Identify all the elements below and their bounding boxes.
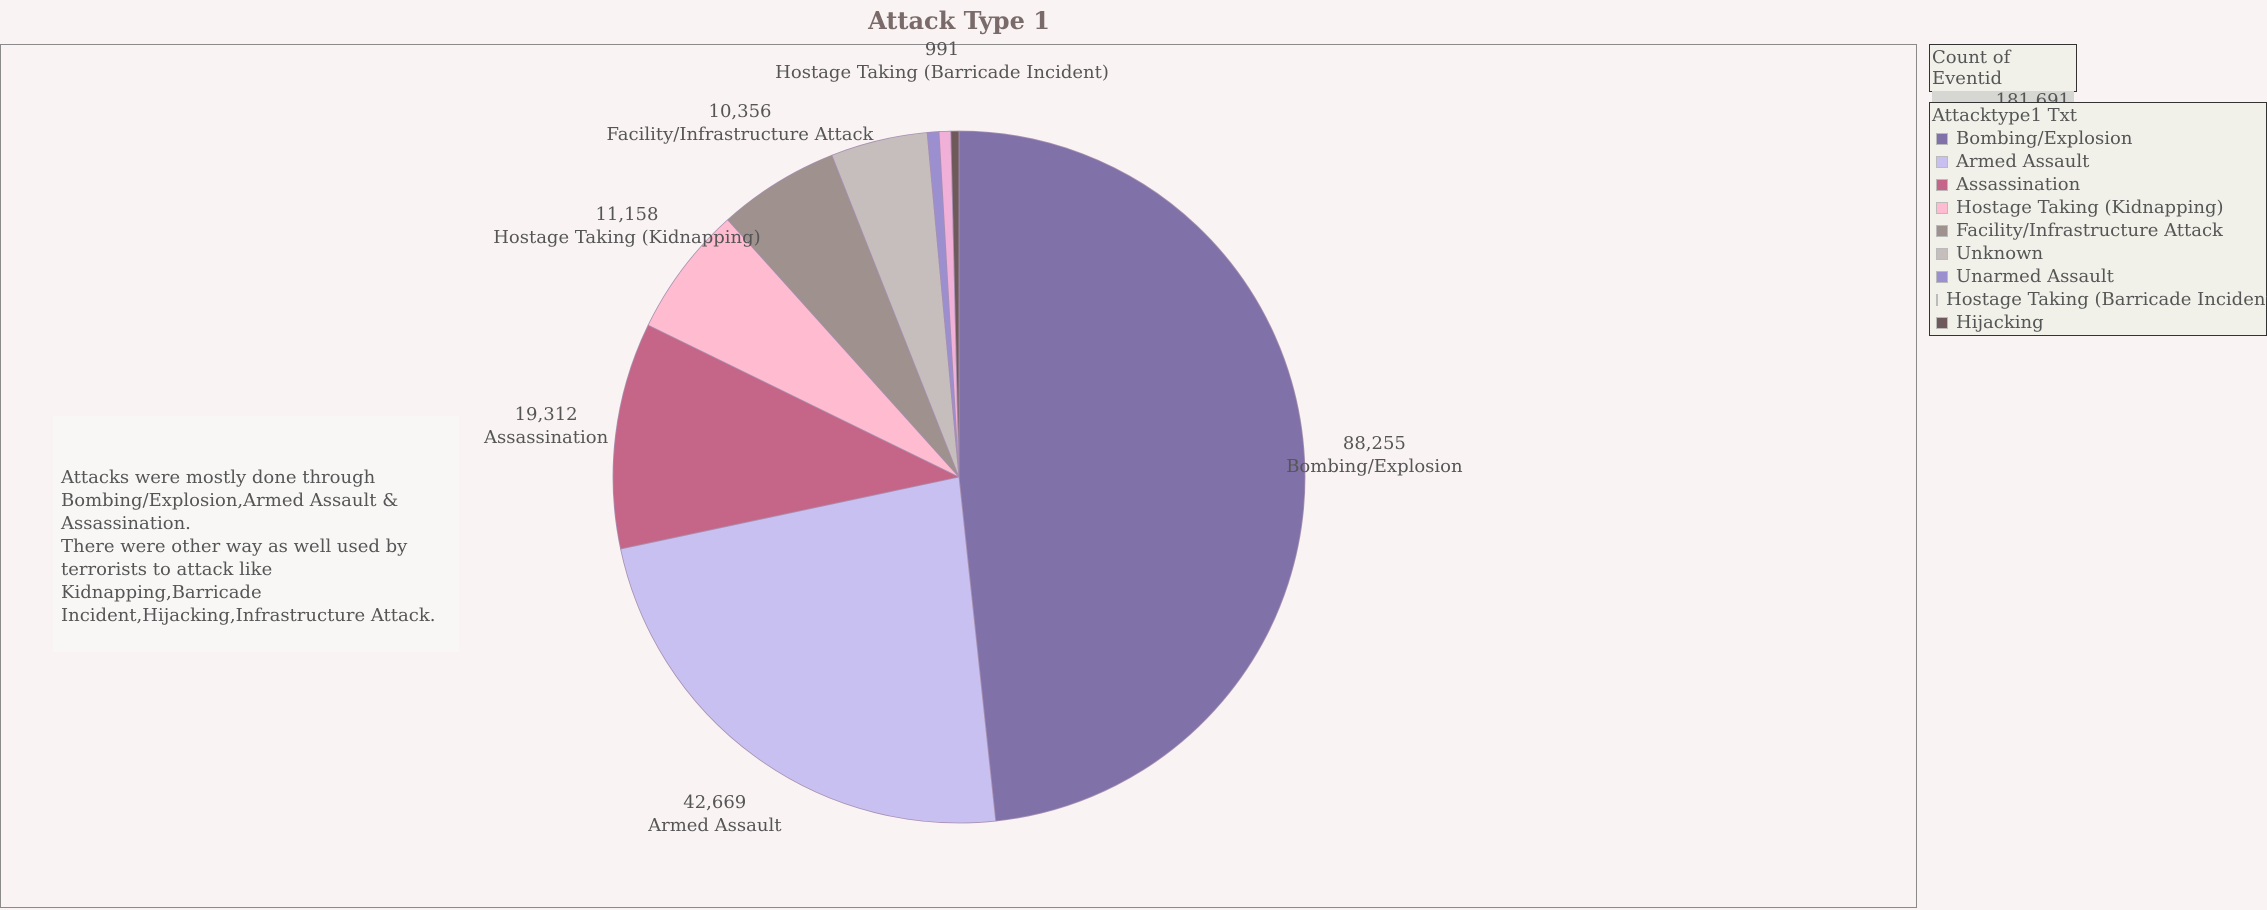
legend-item-3: Hostage Taking (Kidnapping) [1932,196,2266,219]
slice-label-3: 11,158 Hostage Taking (Kidnapping) [493,203,761,249]
legend-swatch [1936,270,1948,283]
legend-swatch [1936,132,1948,145]
legend-item-2: Assassination [1932,173,2266,196]
pie-slice-8 [950,130,960,478]
legend-swatch [1936,224,1948,237]
pie-chart [612,130,1306,824]
legend-label: Hijacking [1956,312,2044,333]
legend-swatch [1936,201,1948,214]
slice-value-label: 42,669 [683,791,747,813]
legend-title: Attacktype1 Txt [1932,105,2078,126]
slice-value-label: 88,255 [1342,432,1406,454]
legend-swatch [1936,247,1948,260]
pie-slice-3 [647,219,960,478]
legend-item-0: Bombing/Explosion [1932,127,2266,150]
annotation-text: Attacks were mostly done through Bombing… [61,467,436,626]
slice-category-label: Armed Assault [648,814,782,836]
legend-label: Armed Assault [1956,151,2090,172]
pie-slice-0 [958,130,1306,822]
legend: Attacktype1 Txt Bombing/Explosion Armed A… [1929,102,2267,336]
legend-label: Assassination [1956,174,2081,195]
legend-item-7: Hostage Taking (Barricade Incident) [1932,288,2267,311]
legend-item-6: Unarmed Assault [1932,265,2266,288]
count-card: Count of Eventid 181,691 [1929,44,2077,111]
legend-label: Unarmed Assault [1956,266,2114,287]
slice-category-label: Hostage Taking (Barricade Incident) [775,62,1109,84]
slice-label-4: 10,356 Facility/Infrastructure Attack [607,100,874,146]
legend-swatch [1936,316,1948,329]
slice-category-label: Bombing/Explosion [1286,455,1463,477]
slice-label-1: 42,669 Armed Assault [648,791,781,837]
legend-item-1: Armed Assault [1932,150,2266,173]
legend-item-4: Facility/Infrastructure Attack [1932,219,2266,242]
count-title: Count of Eventid [1932,47,2011,89]
legend-swatch [1936,293,1938,306]
chart-area: 88,255 Bombing/Explosion 42,669 Armed Assau… [0,39,1917,908]
page-title: Attack Type 1 [868,6,1050,35]
slice-value-label: 19,312 [514,404,578,426]
pie-slice-1 [620,476,997,824]
legend-item-5: Unknown [1932,242,2266,265]
slice-value-label: 11,158 [595,204,659,226]
slice-label-0: 88,255 Bombing/Explosion [1286,432,1462,478]
slice-category-label: Facility/Infrastructure Attack [606,124,874,146]
slice-category-label: Hostage Taking (Kidnapping) [493,227,761,249]
annotation-note: Attacks were mostly done through Bombing… [53,416,459,652]
pie-slice-2 [612,324,961,550]
legend-swatch [1936,178,1948,191]
legend-swatch [1936,155,1948,168]
slice-value-label: 10,356 [708,101,772,123]
slice-label-2: 19,312 Assassination [484,403,608,449]
slice-category-label: Assassination [484,427,609,449]
legend-label: Hostage Taking (Kidnapping) [1956,197,2224,218]
legend-label: Bombing/Explosion [1956,128,2133,149]
slice-label-7: 991 Hostage Taking (Barricade Incident) [775,38,1109,84]
slice-value-label: 991 [924,39,960,61]
legend-label: Facility/Infrastructure Attack [1956,220,2223,241]
legend-label: Unknown [1956,243,2044,264]
legend-label: Hostage Taking (Barricade Incident) [1946,289,2267,310]
legend-item-8: Hijacking [1932,311,2266,334]
